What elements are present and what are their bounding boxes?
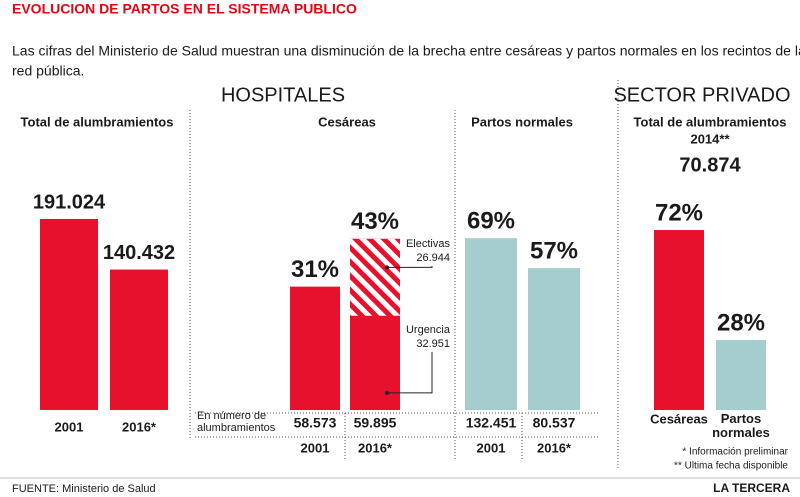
category-label: 2016* <box>122 419 157 434</box>
panel-title: Total de alumbramientos <box>21 114 174 129</box>
value-label: 28% <box>717 309 765 336</box>
counts-label: alumbramientos <box>197 422 276 434</box>
segment-label: 32.951 <box>416 338 450 350</box>
panel-title: Total de alumbramientos <box>634 114 787 129</box>
bar-segment <box>350 315 400 410</box>
category-label: Cesáreas <box>650 411 708 426</box>
footnote: ** Ultima fecha disponible <box>674 461 788 472</box>
subtitle: red pública. <box>12 63 84 79</box>
leader-dot <box>385 390 389 395</box>
value-label: 191.024 <box>33 191 106 213</box>
bar <box>528 268 580 410</box>
subtitle: Las cifras del Ministerio de Salud muest… <box>12 43 800 59</box>
leader-dot <box>385 265 389 270</box>
section-title: HOSPITALES <box>221 84 345 106</box>
category-label: 2001 <box>477 440 506 455</box>
counts-label: En número de <box>197 410 266 422</box>
leader-line <box>387 266 433 268</box>
bar-segment <box>350 238 400 316</box>
value-label: 31% <box>291 256 339 283</box>
value-label: 57% <box>530 237 578 264</box>
value-label: 72% <box>655 199 703 226</box>
title: EVOLUCION DE PARTOS EN EL SISTEMA PUBLIC… <box>12 1 357 17</box>
segment-name: Urgencia <box>406 324 451 336</box>
value-label: 43% <box>351 208 399 235</box>
bar <box>40 218 98 410</box>
segment-label: 26.944 <box>416 252 450 264</box>
category-label: 2001 <box>301 440 330 455</box>
panel-title: Cesáreas <box>318 114 376 129</box>
category-label: 2001 <box>55 419 84 434</box>
panel-title: Partos normales <box>471 114 573 129</box>
count-label: 59.895 <box>354 415 397 431</box>
segment-name: Electivas <box>406 238 451 250</box>
value-label: 140.432 <box>103 242 175 264</box>
category-label: 2016* <box>358 440 393 455</box>
brand: LA TERCERA <box>713 481 790 495</box>
total-label: 70.874 <box>679 154 741 176</box>
footnote: * Información preliminar <box>682 447 788 458</box>
bar <box>654 230 704 410</box>
bar <box>290 286 340 410</box>
bar <box>110 269 168 410</box>
count-label: 58.573 <box>294 415 337 431</box>
section-title: SECTOR PRIVADO <box>613 84 790 106</box>
count-label: 132.451 <box>466 415 517 431</box>
category-label: 2016* <box>537 440 572 455</box>
leader-line <box>387 352 433 394</box>
count-label: 80.537 <box>533 415 576 431</box>
panel-subtitle: 2014** <box>690 131 730 146</box>
source: FUENTE: Ministerio de Salud <box>12 483 156 495</box>
value-label: 69% <box>467 208 515 235</box>
bar <box>716 340 766 410</box>
category-label: Partos normales <box>712 411 770 440</box>
bar <box>465 238 517 410</box>
